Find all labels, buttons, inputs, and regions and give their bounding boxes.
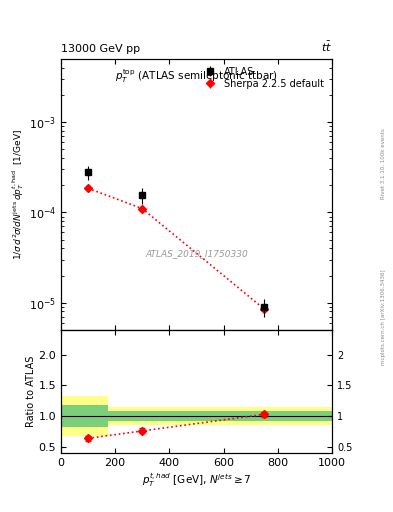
Y-axis label: Ratio to ATLAS: Ratio to ATLAS <box>26 356 35 427</box>
X-axis label: $p_T^{t,had}$ [GeV], $N^{jets} \geq 7$: $p_T^{t,had}$ [GeV], $N^{jets} \geq 7$ <box>142 472 251 489</box>
Y-axis label: $1/\sigma\, d^2\!\sigma/dN^{\rm jets}\, dp_T^{t,\rm had}$  [1/GeV]: $1/\sigma\, d^2\!\sigma/dN^{\rm jets}\, … <box>10 129 26 260</box>
Text: 13000 GeV pp: 13000 GeV pp <box>61 44 140 54</box>
Legend: ATLAS, Sherpa 2.2.5 default: ATLAS, Sherpa 2.2.5 default <box>197 63 327 92</box>
Text: Rivet 3.1.10, 100k events: Rivet 3.1.10, 100k events <box>381 129 386 199</box>
Text: mcplots.cern.ch [arXiv:1306.3436]: mcplots.cern.ch [arXiv:1306.3436] <box>381 270 386 365</box>
Text: $t\bar{t}$: $t\bar{t}$ <box>321 39 332 54</box>
Text: ATLAS_2019_I1750330: ATLAS_2019_I1750330 <box>145 249 248 259</box>
Text: $p_T^{\rm top}$ (ATLAS semileptonic tt̄bar): $p_T^{\rm top}$ (ATLAS semileptonic tt̄b… <box>115 67 278 85</box>
